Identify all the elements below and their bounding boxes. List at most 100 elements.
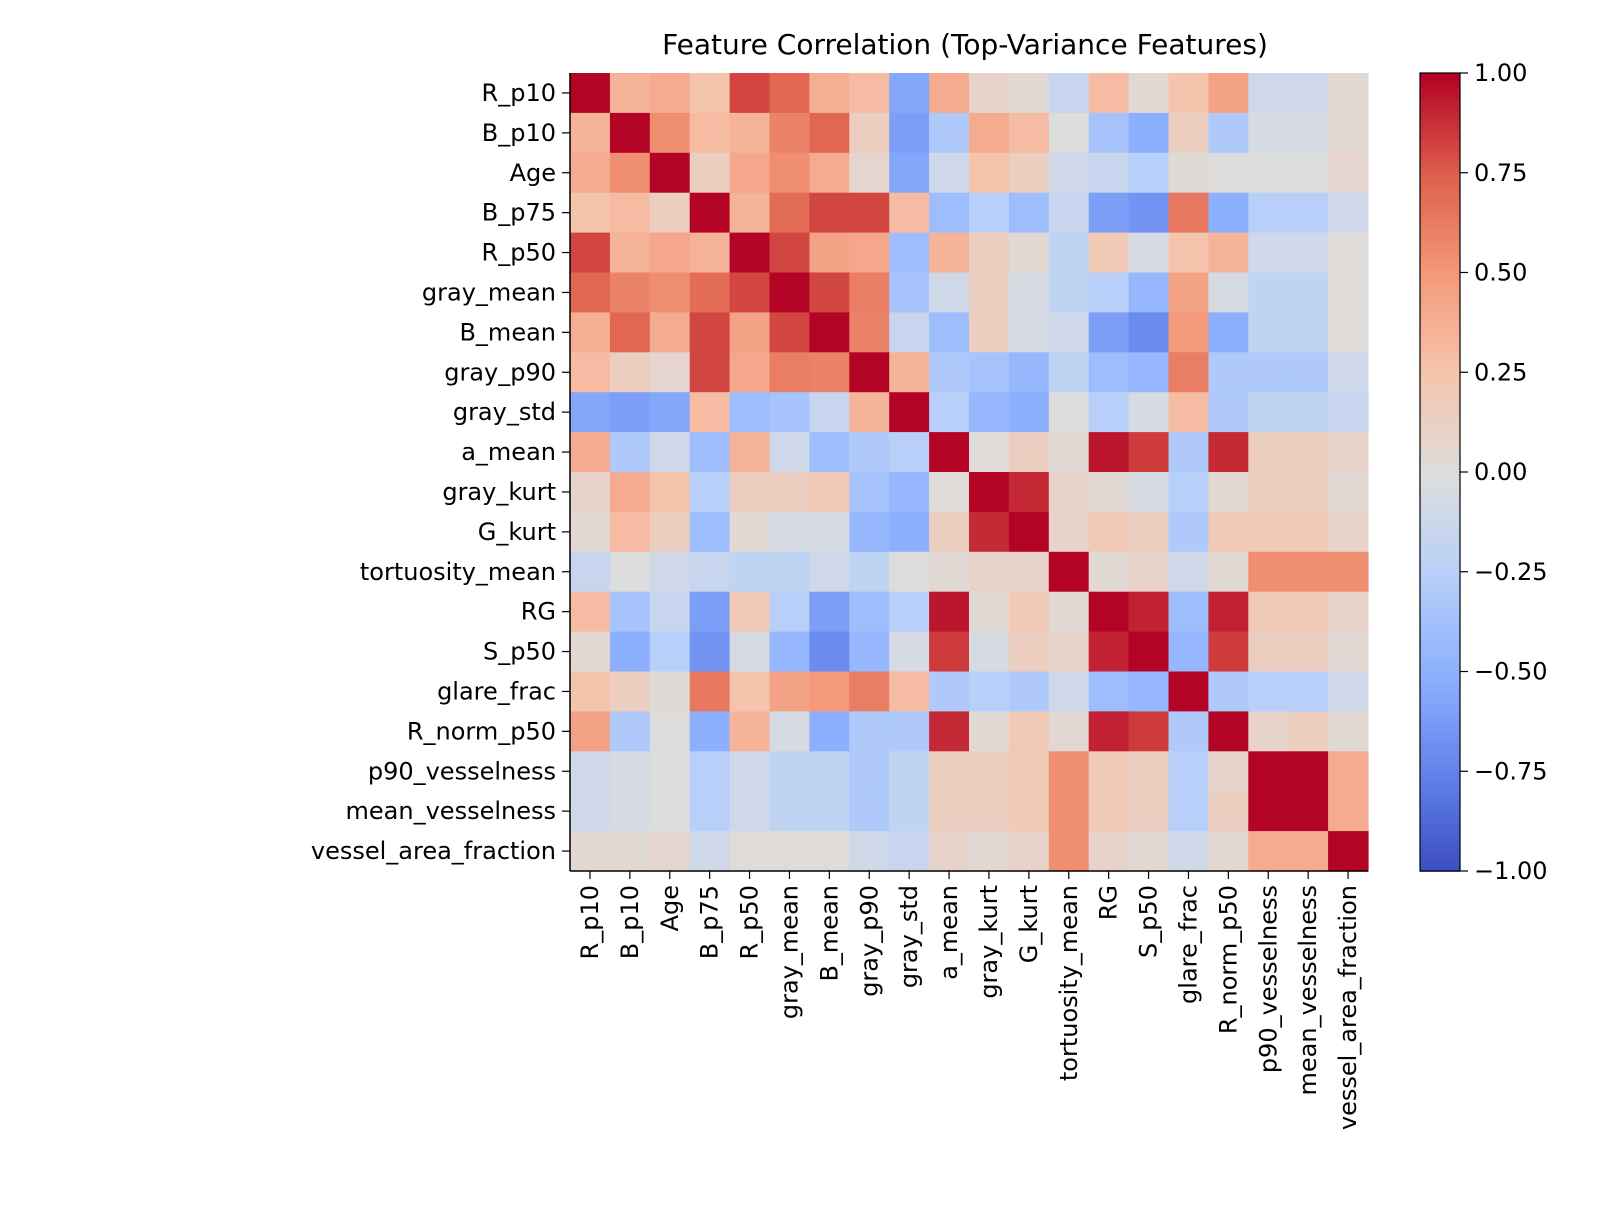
heatmap-cell bbox=[1328, 432, 1369, 473]
heatmap-cell bbox=[1128, 472, 1170, 513]
heatmap-cell bbox=[1128, 831, 1170, 872]
heatmap-cell bbox=[1048, 711, 1090, 752]
heatmap-cell bbox=[689, 671, 731, 712]
colorbar-segment bbox=[1420, 398, 1460, 407]
heatmap-cell bbox=[1248, 152, 1289, 194]
heatmap-cell bbox=[889, 392, 930, 433]
heatmap-cell bbox=[769, 751, 810, 792]
heatmap-cell bbox=[809, 472, 850, 513]
y-tick-label: R_norm_p50 bbox=[407, 717, 556, 745]
heatmap-cell bbox=[1248, 591, 1289, 633]
colorbar-segment bbox=[1420, 804, 1460, 812]
heatmap-cell bbox=[1128, 791, 1170, 832]
heatmap-cell bbox=[1208, 312, 1249, 353]
heatmap-cell bbox=[1048, 831, 1090, 872]
heatmap-cell bbox=[849, 671, 890, 712]
colorbar-segment bbox=[1420, 824, 1460, 832]
heatmap-cell bbox=[1088, 711, 1130, 752]
colorbar-segment bbox=[1420, 272, 1460, 280]
heatmap-cell bbox=[889, 73, 930, 114]
heatmap-cell bbox=[1048, 472, 1090, 513]
heatmap-cell bbox=[1088, 192, 1130, 234]
heatmap-cell bbox=[570, 112, 611, 154]
heatmap-cell bbox=[809, 671, 850, 712]
colorbar-segment bbox=[1420, 219, 1460, 227]
colorbar-segment bbox=[1420, 206, 1460, 214]
heatmap-cell bbox=[1288, 831, 1329, 872]
heatmap-cell bbox=[609, 272, 651, 313]
heatmap-cell bbox=[809, 232, 850, 274]
heatmap-cell bbox=[849, 511, 890, 553]
heatmap-cell bbox=[1088, 551, 1130, 593]
heatmap-cell bbox=[809, 152, 850, 194]
heatmap-cell bbox=[929, 472, 970, 513]
heatmap-cell bbox=[1048, 392, 1090, 433]
x-tick-label: R_p50 bbox=[736, 885, 764, 959]
x-tick-label: gray_std bbox=[895, 885, 923, 988]
heatmap-cell bbox=[929, 551, 970, 593]
x-tick-label: gray_kurt bbox=[975, 885, 1003, 999]
y-tick-label: gray_std bbox=[453, 398, 556, 426]
heatmap-cell bbox=[649, 511, 691, 553]
colorbar-segment bbox=[1420, 684, 1460, 693]
colorbar-segment bbox=[1420, 332, 1460, 340]
colorbar-segment bbox=[1420, 711, 1460, 719]
heatmap-cell bbox=[1208, 352, 1249, 393]
heatmap-cell bbox=[1248, 312, 1289, 353]
x-tick-label: gray_mean bbox=[776, 885, 804, 1019]
heatmap-cell bbox=[649, 352, 691, 393]
heatmap-cell bbox=[1048, 631, 1090, 673]
heatmap-cell bbox=[1168, 511, 1209, 553]
heatmap-cell bbox=[969, 73, 1010, 114]
heatmap-cell bbox=[1288, 591, 1329, 633]
x-tick-label: B_p75 bbox=[696, 885, 724, 959]
colorbar-segment bbox=[1420, 578, 1460, 586]
heatmap-cell bbox=[809, 112, 850, 154]
colorbar-segment bbox=[1420, 352, 1460, 360]
heatmap-cell bbox=[1128, 112, 1170, 154]
heatmap-cell bbox=[1208, 112, 1249, 154]
heatmap-cell bbox=[1208, 432, 1249, 473]
heatmap-cell bbox=[809, 831, 850, 872]
colorbar-segment bbox=[1420, 844, 1460, 852]
heatmap-cell bbox=[689, 312, 731, 353]
heatmap-cell bbox=[1248, 432, 1289, 473]
heatmap-cell bbox=[1328, 392, 1369, 433]
colorbar-segment bbox=[1420, 265, 1460, 274]
heatmap-cell bbox=[1168, 631, 1209, 673]
colorbar-segment bbox=[1420, 531, 1460, 540]
heatmap-cell bbox=[929, 352, 970, 393]
colorbar-segment bbox=[1420, 159, 1460, 167]
heatmap-cell bbox=[689, 352, 731, 393]
heatmap-cells bbox=[570, 73, 1369, 872]
heatmap-cell bbox=[929, 312, 970, 353]
heatmap-cell bbox=[849, 392, 890, 433]
heatmap-cell bbox=[1328, 192, 1369, 234]
heatmap-cell bbox=[769, 152, 810, 194]
heatmap-cell bbox=[1208, 232, 1249, 274]
colorbar-segment bbox=[1420, 212, 1460, 221]
colorbar-segment bbox=[1420, 179, 1460, 187]
heatmap-cell bbox=[729, 312, 771, 353]
heatmap-cell bbox=[769, 112, 810, 154]
heatmap-cell bbox=[809, 791, 850, 832]
heatmap-cell bbox=[570, 272, 611, 313]
colorbar-segment bbox=[1420, 485, 1460, 493]
heatmap-cell bbox=[1088, 791, 1130, 832]
heatmap-cell bbox=[769, 312, 810, 353]
heatmap-cell bbox=[1088, 272, 1130, 313]
heatmap-cell bbox=[649, 392, 691, 433]
heatmap-cell bbox=[1128, 73, 1170, 114]
chart-title: Feature Correlation (Top-Variance Featur… bbox=[662, 28, 1268, 61]
heatmap-cell bbox=[809, 192, 850, 234]
heatmap-cell bbox=[1128, 671, 1170, 712]
colorbar-segment bbox=[1420, 491, 1460, 500]
heatmap-cell bbox=[809, 312, 850, 353]
heatmap-axes bbox=[562, 73, 1368, 879]
colorbar-segment bbox=[1420, 146, 1460, 154]
x-tick-label: R_norm_p50 bbox=[1214, 885, 1242, 1034]
y-tick-labels: R_p10 B_p10 Age B_p75 R_p50 gray_mean B_meangr… bbox=[311, 79, 556, 865]
heatmap-cell bbox=[1328, 791, 1369, 832]
colorbar-segment bbox=[1420, 864, 1460, 872]
heatmap-cell bbox=[649, 831, 691, 872]
